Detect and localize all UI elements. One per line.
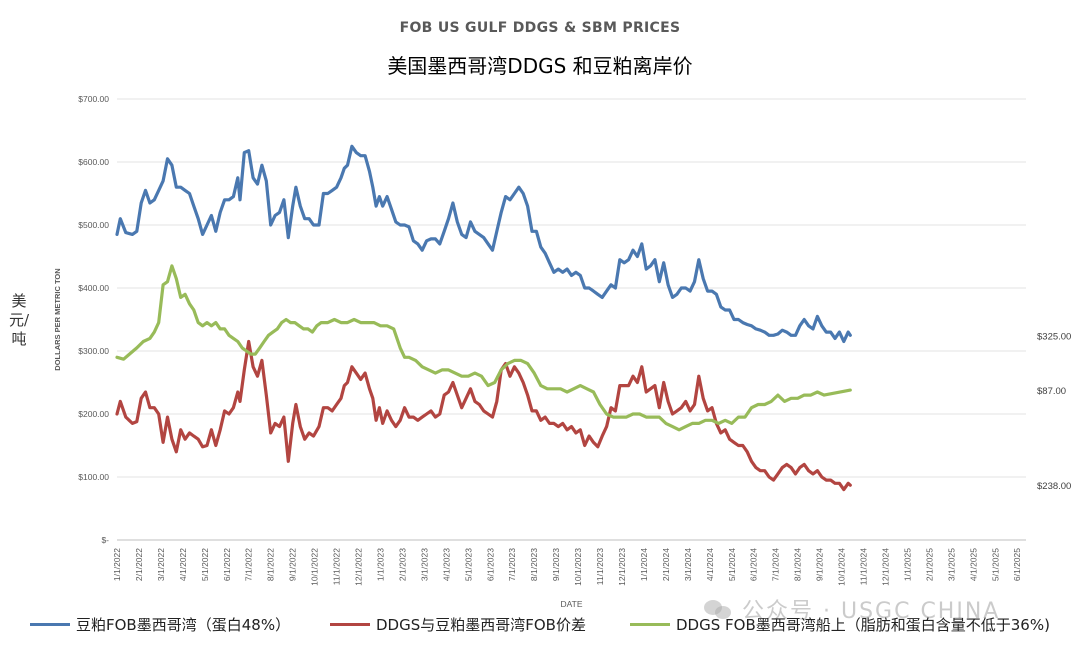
y-unit-label-cn: 美元/吨	[8, 292, 30, 348]
x-tick-label: 2/1/2024	[661, 548, 671, 581]
x-tick-label: 1/1/2022	[112, 548, 122, 581]
x-tick-label: 11/1/2023	[595, 548, 605, 585]
x-tick-label: 3/1/2025	[946, 548, 956, 581]
x-tick-label: 3/1/2023	[419, 548, 429, 581]
legend-item-ddgs: DDGS FOB墨西哥湾船上（脂肪和蛋白含量不低于36%)	[630, 614, 1050, 635]
x-tick-label: 6/1/2024	[749, 548, 759, 581]
ddgs-series-line	[115, 264, 852, 432]
x-tick-label: 7/1/2023	[507, 548, 517, 581]
x-tick-label: 4/1/2024	[705, 548, 715, 581]
y-tick-label: $100.00	[78, 472, 109, 482]
x-tick-label: 1/1/2023	[375, 548, 385, 581]
x-tick-label: 1/1/2024	[639, 548, 649, 581]
x-tick-label: 9/1/2024	[815, 548, 825, 581]
x-tick-label: 11/1/2022	[332, 548, 342, 585]
watermark: 公众号 · USGC CHINA	[704, 593, 1000, 625]
end-value-label: $238.00	[1037, 481, 1071, 492]
y-tick-label: $300.00	[78, 346, 109, 356]
end-value-label: $325.00	[1037, 331, 1071, 342]
x-tick-label: 6/1/2023	[485, 548, 495, 581]
x-tick-label: 12/1/2023	[617, 548, 627, 586]
x-tick-label: 7/1/2022	[244, 548, 254, 581]
x-tick-label: 12/1/2024	[880, 548, 890, 586]
x-tick-label: 6/1/2025	[1012, 548, 1022, 581]
x-tick-label: 8/1/2022	[266, 548, 276, 581]
x-axis-title: DATE	[560, 599, 582, 609]
legend: 豆粕FOB墨西哥湾（蛋白48%） DDGS与豆粕墨西哥湾FOB价差 DDGS F…	[0, 606, 1080, 646]
y-tick-label: $200.00	[78, 409, 109, 419]
x-tick-label: 8/1/2024	[793, 548, 803, 581]
x-tick-label: 11/1/2024	[859, 548, 869, 585]
wechat-icon	[704, 598, 734, 620]
x-tick-label: 10/1/2023	[573, 548, 583, 586]
legend-label: 豆粕FOB墨西哥湾（蛋白48%）	[76, 616, 291, 634]
x-tick-label: 3/1/2024	[683, 548, 693, 581]
chart-title-cn: 美国墨西哥湾DDGS 和豆粕离岸价	[387, 54, 693, 78]
x-tick-label: 2/1/2023	[397, 548, 407, 581]
x-tick-label: 9/1/2022	[288, 548, 298, 581]
x-tick-label: 2/1/2022	[134, 548, 144, 581]
x-tick-label: 4/1/2022	[178, 548, 188, 581]
spread-series-line	[115, 339, 852, 492]
legend-item-spread: DDGS与豆粕墨西哥湾FOB价差	[330, 614, 586, 635]
x-tick-label: 12/1/2022	[354, 548, 364, 586]
x-tick-label: 1/1/2025	[902, 548, 912, 581]
y-axis-title: DOLLARS PER METRIC TON	[53, 268, 62, 370]
legend-label: DDGS FOB墨西哥湾船上（脂肪和蛋白含量不低于36%)	[676, 616, 1050, 634]
legend-label: DDGS与豆粕墨西哥湾FOB价差	[376, 616, 586, 634]
x-tick-label: 7/1/2024	[771, 548, 781, 581]
x-tick-label: 6/1/2022	[222, 548, 232, 581]
legend-item-sbm: 豆粕FOB墨西哥湾（蛋白48%）	[30, 614, 290, 635]
sbm-series-line	[115, 144, 852, 344]
x-tick-label: 4/1/2023	[441, 548, 451, 581]
end-value-label: $87.00	[1037, 386, 1066, 397]
chart-title-en: FOB US GULF DDGS & SBM PRICES	[399, 20, 681, 36]
x-tick-label: 3/1/2022	[156, 548, 166, 581]
y-tick-label: $-	[101, 535, 109, 545]
x-tick-label: 5/1/2022	[200, 548, 210, 581]
x-tick-label: 5/1/2025	[990, 548, 1000, 581]
x-tick-label: 5/1/2024	[727, 548, 737, 581]
x-tick-label: 8/1/2023	[529, 548, 539, 581]
legend-swatch	[330, 623, 370, 626]
x-tick-label: 10/1/2022	[310, 548, 320, 586]
x-tick-label: 10/1/2024	[837, 548, 847, 586]
x-tick-label: 2/1/2025	[924, 548, 934, 581]
y-tick-label: $700.00	[78, 94, 109, 104]
y-tick-label: $600.00	[78, 157, 109, 167]
x-tick-label: 5/1/2023	[463, 548, 473, 581]
x-tick-label: 4/1/2025	[968, 548, 978, 581]
y-tick-label: $500.00	[78, 220, 109, 230]
x-tick-label: 9/1/2023	[551, 548, 561, 581]
y-tick-label: $400.00	[78, 283, 109, 293]
legend-swatch	[30, 623, 70, 626]
watermark-text: 公众号 · USGC CHINA	[742, 599, 1001, 624]
legend-swatch	[630, 623, 670, 626]
